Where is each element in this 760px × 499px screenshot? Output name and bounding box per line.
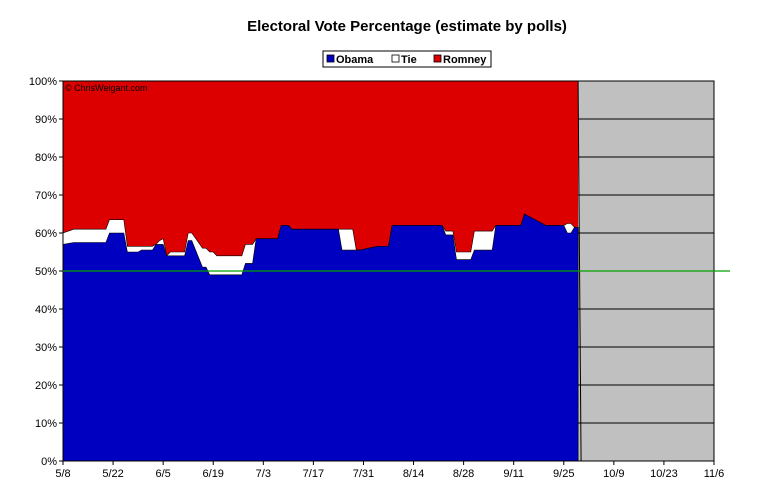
x-axis: 5/8 5/22 6/5 6/19 7/3 7/17 7/31 8/14 8/28 9/11 9/2… xyxy=(55,461,724,480)
legend-swatch-tie xyxy=(391,54,400,63)
x-tick-label: 7/3 xyxy=(256,468,271,480)
x-tick-label: 5/8 xyxy=(55,468,70,480)
y-tick-label: 60% xyxy=(35,228,57,240)
legend-label-romney: Romney xyxy=(443,54,487,66)
y-tick-label: 20% xyxy=(35,380,57,392)
x-tick-label: 5/22 xyxy=(102,468,123,480)
legend-label-obama: Obama xyxy=(336,54,374,66)
watermark: © ChrisWeigant.com xyxy=(65,83,148,93)
x-tick-label: 8/14 xyxy=(403,468,424,480)
y-tick-label: 80% xyxy=(35,152,57,164)
y-tick-label: 40% xyxy=(35,304,57,316)
x-tick-label: 6/19 xyxy=(203,468,224,480)
legend-swatch-romney xyxy=(433,54,442,63)
y-axis: 0% 10% 20% 30% 40% 50% 60% 70% 80% 90% 100% xyxy=(29,76,63,468)
legend-label-tie: Tie xyxy=(401,54,417,66)
y-tick-label: 0% xyxy=(41,456,57,468)
legend: Obama Tie Romney xyxy=(322,50,492,68)
y-tick-label: 90% xyxy=(35,114,57,126)
x-tick-label: 9/11 xyxy=(503,468,524,480)
x-tick-label: 6/5 xyxy=(156,468,171,480)
obama-area xyxy=(62,213,579,462)
legend-box xyxy=(322,50,492,68)
y-tick-label: 70% xyxy=(35,190,57,202)
plot-area xyxy=(62,80,730,462)
y-tick-label: 10% xyxy=(35,418,57,430)
x-tick-label: 7/17 xyxy=(303,468,324,480)
chart-title: Electoral Vote Percentage (estimate by p… xyxy=(247,18,567,35)
x-tick-label: 8/28 xyxy=(453,468,474,480)
x-tick-label: 7/31 xyxy=(353,468,374,480)
x-tick-label: 11/6 xyxy=(704,468,725,480)
x-tick-label: 9/25 xyxy=(553,468,574,480)
y-tick-label: 100% xyxy=(29,76,57,88)
y-tick-label: 30% xyxy=(35,342,57,354)
x-tick-label: 10/23 xyxy=(650,468,678,480)
y-tick-label: 50% xyxy=(35,266,57,278)
legend-swatch-obama xyxy=(326,54,335,63)
x-tick-label: 10/9 xyxy=(603,468,624,480)
